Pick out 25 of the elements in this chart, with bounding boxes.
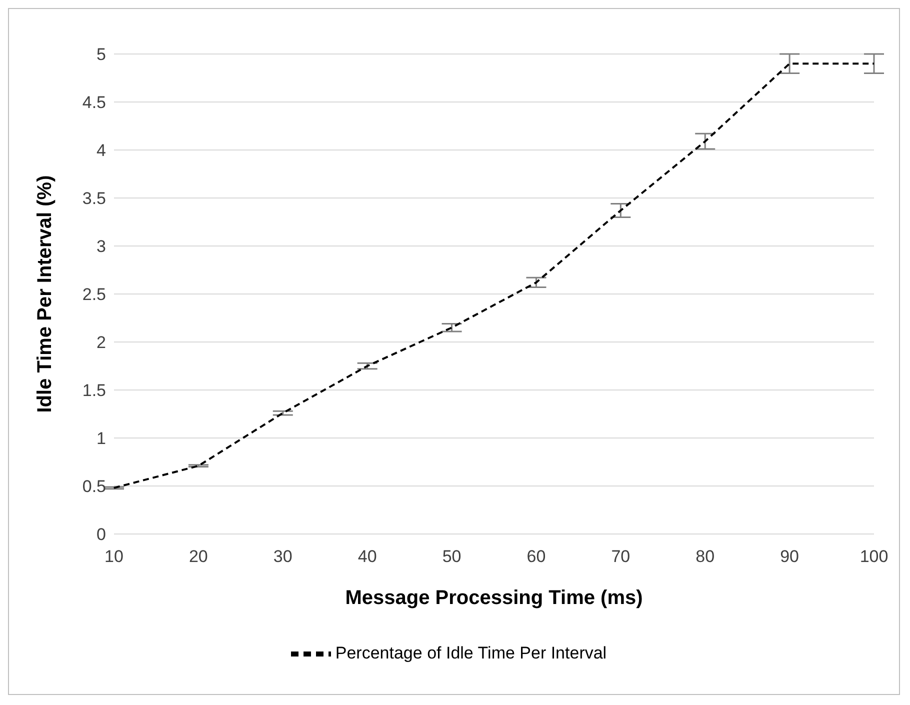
y-tick-label: 2.5 [82,285,106,304]
line-series [113,62,875,489]
y-tick-label: 1.5 [82,381,106,400]
y-tick-label: 2 [96,333,106,352]
x-tick-label: 30 [273,547,292,566]
y-tick-label: 4.5 [82,93,106,112]
y-tick-label: 1 [96,429,106,448]
x-tick-label: 90 [780,547,800,566]
x-tick-label: 80 [696,547,715,566]
y-tick-label: 5 [96,45,106,64]
y-tick-label: 3.5 [82,189,106,208]
x-tick-label: 70 [611,547,630,566]
y-tick-label: 3 [96,237,106,256]
x-tick-label: 50 [442,547,462,566]
y-tick-label: 4 [96,141,106,160]
x-tick-label: 60 [526,547,546,566]
legend-label: Percentage of Idle Time Per Interval [335,643,607,662]
y-tick-label: 0 [96,525,106,544]
y-axis-title: Idle Time Per Interval (%) [34,175,56,413]
y-tick-label: 0.5 [82,477,106,496]
x-tick-label: 40 [358,547,377,566]
x-tick-label: 10 [104,547,124,566]
x-axis-title: Message Processing Time (ms) [345,587,643,609]
x-tick-label: 100 [860,547,888,566]
x-tick-label: 20 [188,547,208,566]
